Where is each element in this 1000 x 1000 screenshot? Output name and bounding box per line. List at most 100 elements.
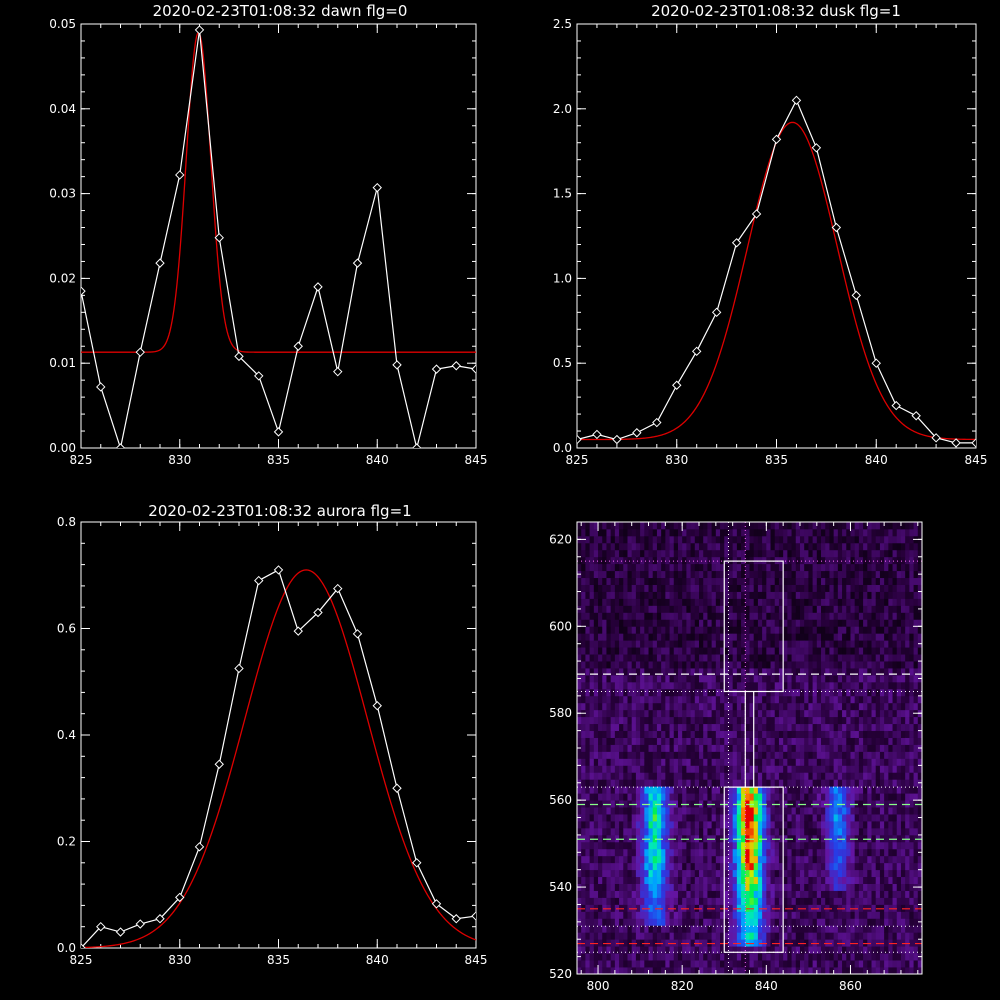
image-pixel xyxy=(833,751,839,759)
image-pixel xyxy=(846,967,851,974)
image-pixel xyxy=(619,605,624,613)
image-pixel xyxy=(766,862,771,871)
image-pixel xyxy=(635,542,641,551)
image-pixel xyxy=(690,793,696,801)
image-pixel xyxy=(577,633,582,641)
image-pixel xyxy=(686,869,691,878)
image-pixel xyxy=(863,904,868,912)
image-pixel xyxy=(850,862,856,871)
image-pixel xyxy=(694,688,700,697)
image-pixel xyxy=(749,612,755,620)
image-pixel xyxy=(715,827,721,836)
image-pixel xyxy=(846,695,851,704)
image-pixel xyxy=(665,556,670,565)
image-pixel xyxy=(753,591,759,599)
image-pixel xyxy=(715,751,721,759)
image-pixel xyxy=(749,556,755,565)
image-pixel xyxy=(598,556,603,565)
image-pixel xyxy=(842,563,847,572)
image-pixel xyxy=(745,869,750,878)
image-pixel xyxy=(749,730,755,738)
image-pixel xyxy=(677,834,683,843)
image-pixel xyxy=(665,786,670,794)
image-pixel xyxy=(682,967,687,974)
image-pixel xyxy=(795,960,801,968)
image-pixel xyxy=(619,716,624,725)
image-pixel xyxy=(644,633,649,641)
image-pixel xyxy=(829,612,835,620)
image-pixel xyxy=(606,737,612,745)
image-pixel xyxy=(837,522,843,530)
image-pixel xyxy=(850,709,856,718)
image-pixel xyxy=(585,834,591,843)
image-pixel xyxy=(602,549,607,558)
image-pixel xyxy=(656,570,662,579)
image-pixel xyxy=(867,911,872,919)
x-tick-label: 845 xyxy=(965,453,988,467)
image-pixel xyxy=(736,946,742,954)
image-pixel xyxy=(741,751,746,759)
image-pixel xyxy=(669,946,675,954)
image-pixel xyxy=(669,876,675,884)
image-pixel xyxy=(610,661,616,669)
image-pixel xyxy=(821,563,826,572)
image-pixel xyxy=(808,730,814,738)
image-pixel xyxy=(652,932,658,940)
image-pixel xyxy=(812,744,818,752)
image-pixel xyxy=(757,883,763,891)
image-pixel xyxy=(648,681,654,690)
image-pixel xyxy=(749,633,755,641)
image-pixel xyxy=(707,591,713,599)
image-pixel xyxy=(732,605,738,613)
image-pixel xyxy=(665,661,670,669)
image-pixel xyxy=(766,737,771,745)
image-pixel xyxy=(745,549,750,558)
image-pixel xyxy=(766,793,771,801)
image-pixel xyxy=(799,723,805,732)
image-pixel xyxy=(774,563,780,572)
data-point-marker xyxy=(254,575,264,586)
image-pixel xyxy=(627,633,633,641)
image-pixel xyxy=(732,661,738,669)
image-pixel xyxy=(749,535,755,544)
image-pixel xyxy=(602,681,607,690)
image-pixel xyxy=(673,591,679,599)
image-pixel xyxy=(724,834,729,843)
image-pixel xyxy=(850,834,856,843)
image-pixel xyxy=(858,960,864,968)
image-pixel xyxy=(581,688,586,697)
image-pixel xyxy=(711,605,717,613)
image-pixel xyxy=(816,946,822,954)
image-pixel xyxy=(867,702,872,711)
image-pixel xyxy=(656,862,662,871)
image-pixel xyxy=(623,765,628,773)
image-pixel xyxy=(749,661,755,669)
image-pixel xyxy=(665,619,670,627)
image-pixel xyxy=(837,605,843,613)
image-pixel xyxy=(699,855,704,864)
image-pixel xyxy=(821,765,826,773)
image-pixel xyxy=(766,918,771,926)
image-pixel xyxy=(669,640,675,648)
image-pixel xyxy=(833,528,839,537)
image-pixel xyxy=(854,897,860,905)
image-pixel xyxy=(589,883,595,891)
image-pixel xyxy=(677,619,683,627)
image-pixel xyxy=(585,633,591,641)
image-pixel xyxy=(736,807,742,815)
image-pixel xyxy=(846,758,851,766)
image-pixel xyxy=(656,765,662,773)
image-pixel xyxy=(778,577,784,585)
image-pixel xyxy=(795,556,801,565)
image-pixel xyxy=(791,890,797,898)
image-pixel xyxy=(778,807,784,815)
image-pixel xyxy=(795,695,801,704)
image-pixel xyxy=(732,779,738,787)
image-pixel xyxy=(741,528,746,537)
image-pixel xyxy=(593,591,599,599)
image-pixel xyxy=(842,535,847,544)
image-pixel xyxy=(577,549,582,558)
image-pixel xyxy=(648,765,654,773)
image-pixel xyxy=(598,779,603,787)
image-pixel xyxy=(732,862,738,871)
